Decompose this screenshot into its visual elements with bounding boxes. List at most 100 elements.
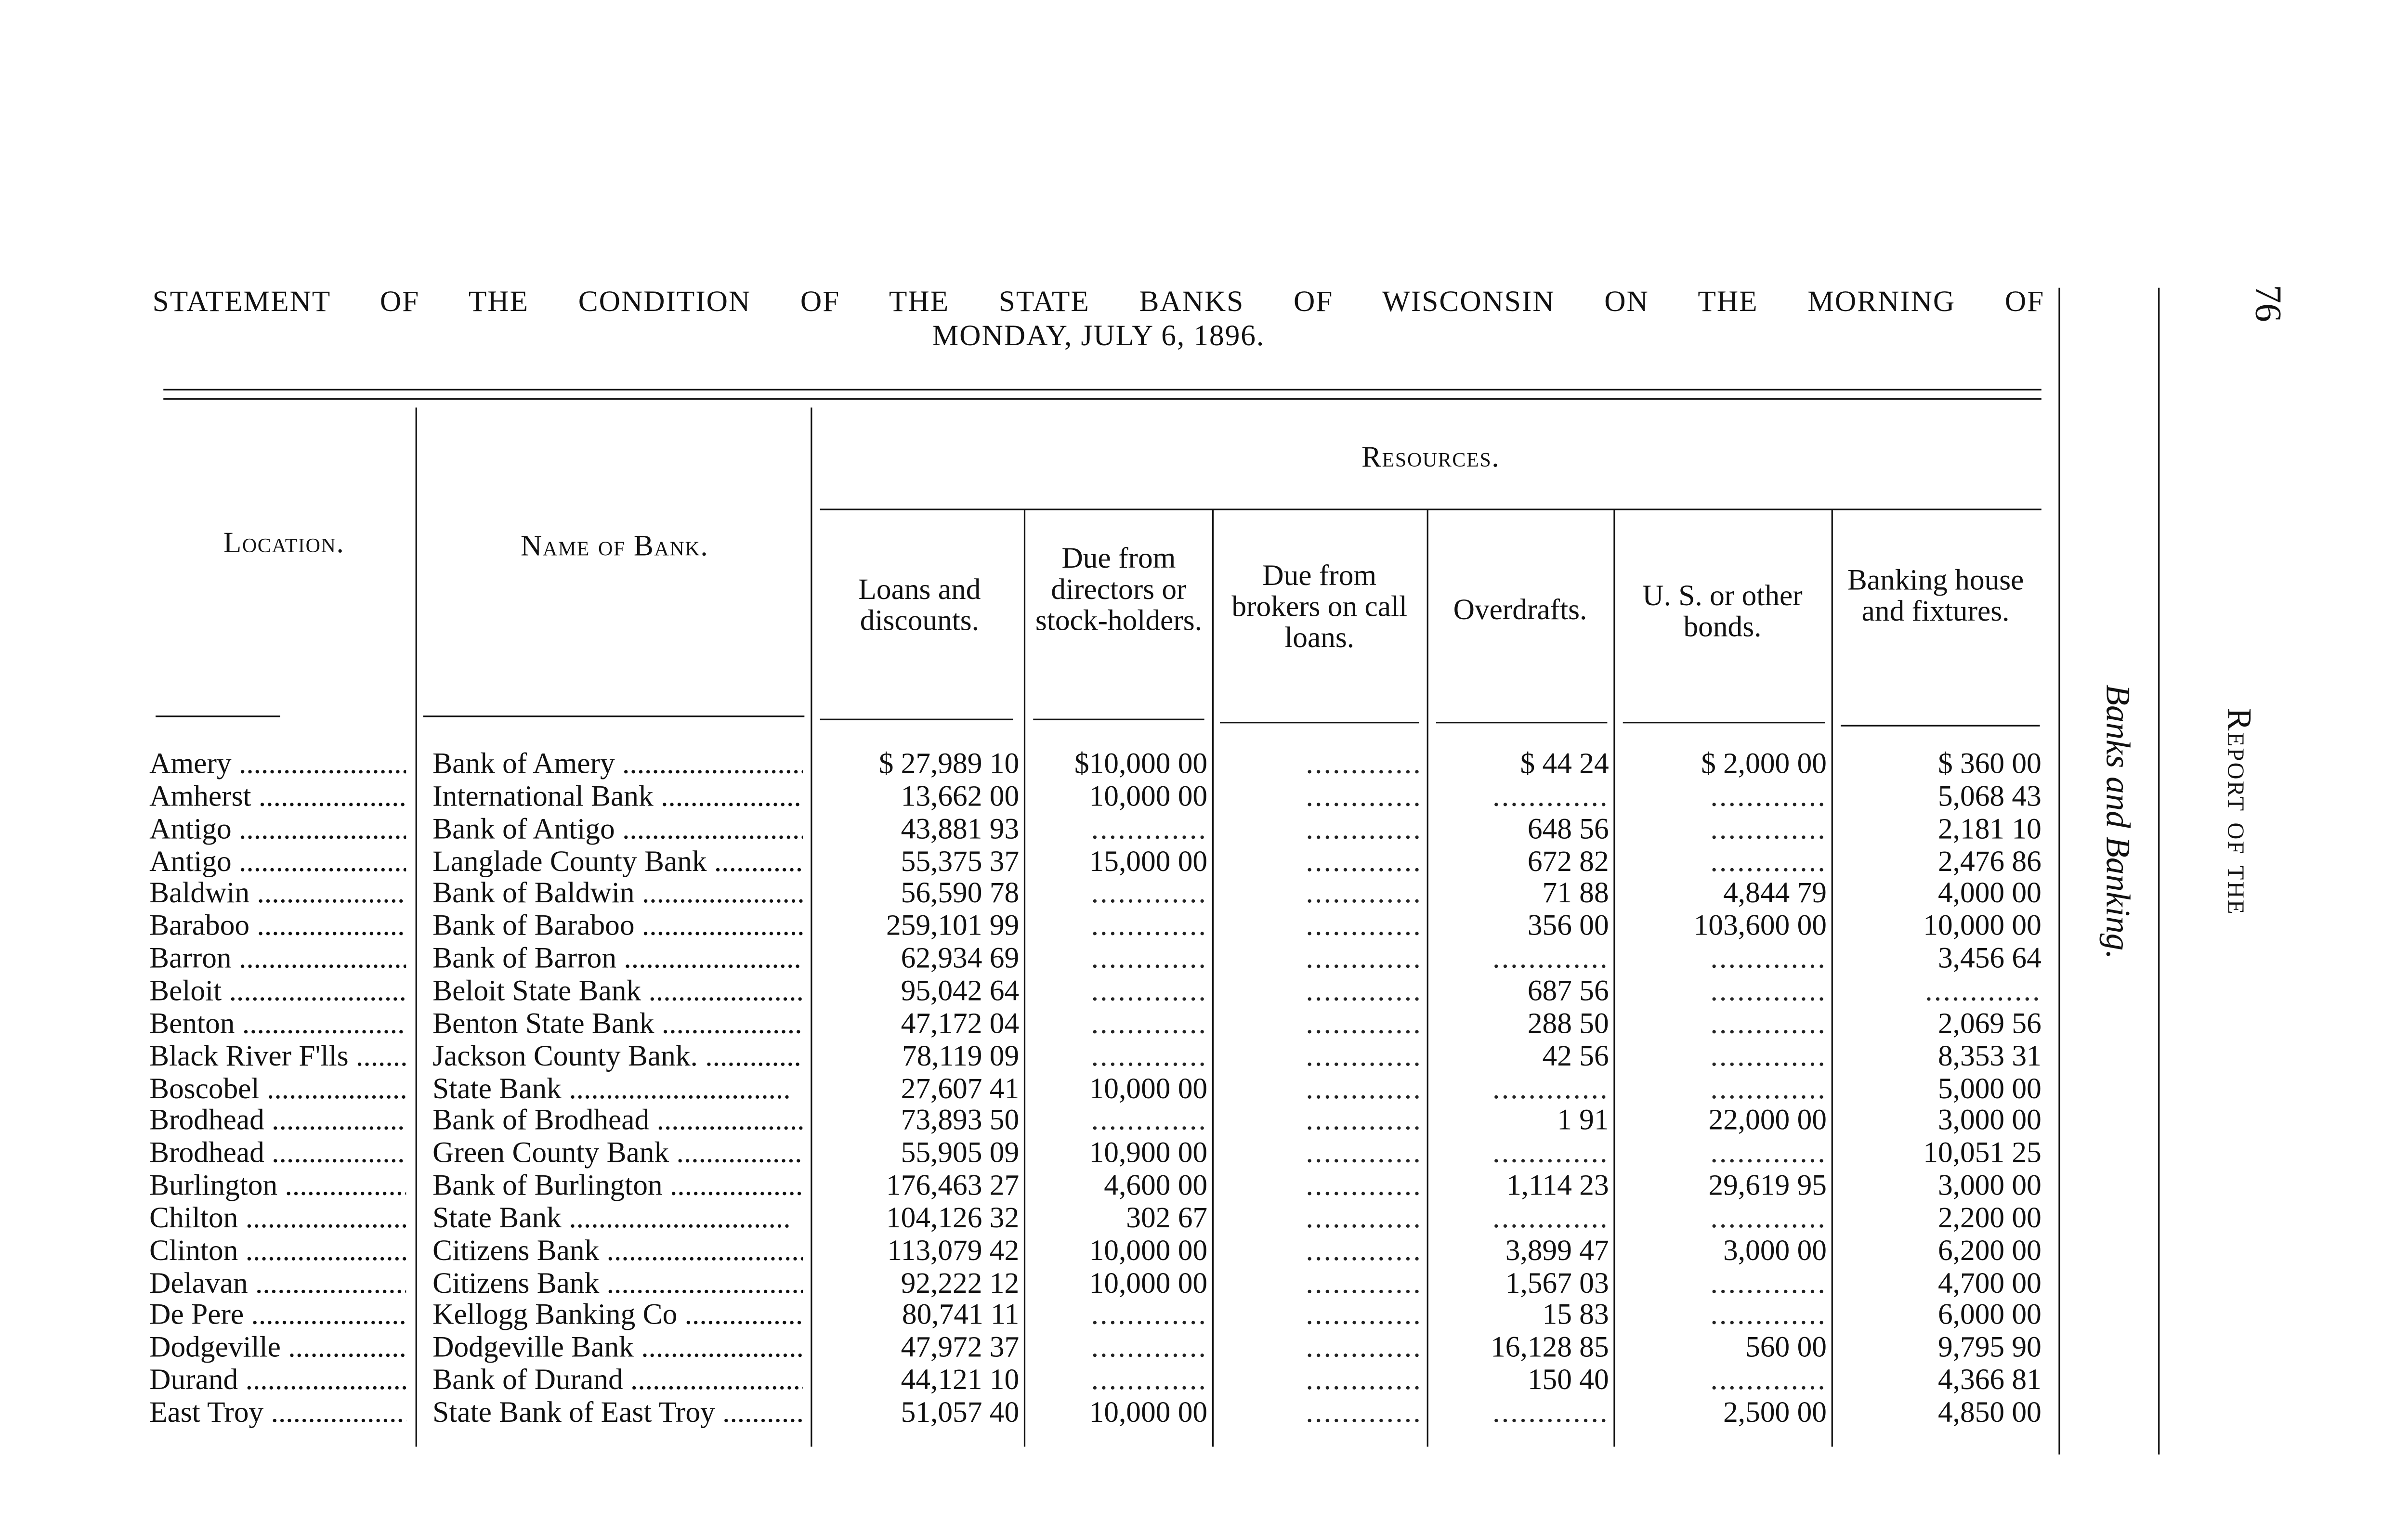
banking-house-cell: 5,000 00 [1937, 1072, 2042, 1105]
margin-rule [2158, 287, 2160, 1455]
header-brokers: Due from brokers on call loans. [1231, 560, 1408, 655]
title-rule-top [163, 389, 2042, 390]
banking-house-cell: 8,353 31 [1937, 1040, 2042, 1073]
dot-leader: .............................. [245, 1202, 406, 1235]
name-cell: Dodgeville Bank ........................… [432, 1332, 803, 1365]
location-text: Durand [149, 1364, 238, 1397]
banking-house-cell: 3,000 00 [1937, 1105, 2042, 1138]
empty-cell-leader: ............. [1091, 975, 1208, 1008]
banking-house-cell: 4,000 00 [1937, 878, 2042, 911]
banking-house-cell: 2,181 10 [1937, 813, 2042, 846]
dot-leader: .............................. [722, 1397, 803, 1430]
empty-cell-leader: ............. [1306, 1267, 1422, 1300]
dot-leader: .............................. [630, 1364, 803, 1397]
dot-leader: .............................. [238, 748, 406, 781]
dot-leader: .............................. [258, 780, 406, 814]
dot-leader: .............................. [606, 1235, 803, 1268]
header-rule [820, 718, 1013, 720]
header-loans: Loans and discounts. [858, 574, 981, 638]
name-cell: Green County Bank ......................… [432, 1137, 803, 1170]
overdrafts-cell: 1,114 23 [1506, 1170, 1609, 1203]
empty-cell-leader: ............. [1710, 943, 1827, 976]
name-text: Jackson County Bank. [432, 1040, 698, 1073]
column-divider [811, 407, 812, 1447]
name-text: State Bank [432, 1202, 562, 1235]
dot-leader: .............................. [622, 748, 803, 781]
header-rule [1623, 722, 1825, 724]
empty-cell-leader: ............. [1306, 813, 1422, 846]
resources-rule [820, 508, 2042, 510]
location-text: East Troy [149, 1397, 264, 1430]
name-text: Bank of Barron [432, 943, 617, 976]
loans-cell: 43,881 93 [901, 813, 1020, 846]
empty-cell-leader: ............. [1492, 1072, 1609, 1105]
side-title: Banks and Banking. [2099, 684, 2138, 960]
directors-cell: 4,600 00 [1104, 1170, 1208, 1203]
name-cell: State Bank .............................… [432, 1073, 803, 1105]
column-divider [1613, 510, 1615, 1447]
empty-cell-leader: ............. [1306, 1170, 1422, 1203]
location-cell: Barron .............................. [149, 943, 406, 975]
empty-cell-leader: ............. [1091, 1007, 1208, 1040]
loans-cell: 47,172 04 [901, 1007, 1020, 1040]
loans-cell: 51,057 40 [901, 1397, 1020, 1430]
name-text: Langlade County Bank [432, 845, 707, 878]
location-cell: Dodgeville .............................… [149, 1332, 406, 1365]
location-text: Benton [149, 1007, 235, 1040]
banking-house-cell: 2,476 86 [1937, 845, 2042, 878]
name-cell: Citizens Bank ..........................… [432, 1267, 803, 1300]
dot-leader: .............................. [238, 943, 406, 976]
overdrafts-cell: $ 44 24 [1520, 748, 1609, 781]
dot-leader: .............................. [656, 1105, 803, 1138]
name-cell: Citizens Bank ..........................… [432, 1235, 803, 1267]
dot-leader: .............................. [684, 1300, 803, 1332]
name-text: International Bank [432, 780, 654, 814]
location-cell: East Troy .............................. [149, 1397, 406, 1430]
dot-leader: .............................. [561, 1072, 791, 1105]
location-text: Antigo [149, 813, 232, 846]
location-text: Amherst [149, 780, 251, 814]
empty-cell-leader: ............. [1306, 1007, 1422, 1040]
location-text: Beloit [149, 975, 222, 1008]
name-text: Citizens Bank [432, 1267, 600, 1300]
location-cell: Black River F'lls ......................… [149, 1040, 406, 1073]
empty-cell-leader: ............. [1710, 1202, 1827, 1235]
banking-house-cell: 10,051 25 [1923, 1137, 2042, 1170]
column-divider [1023, 510, 1026, 1447]
loans-cell: 47,972 37 [901, 1332, 1020, 1365]
dot-leader: .............................. [641, 878, 803, 911]
empty-cell-leader: ............. [1306, 1105, 1422, 1138]
dot-leader: .............................. [257, 910, 406, 943]
banking-house-cell: 2,200 00 [1937, 1202, 2042, 1235]
title-rule-bottom [163, 398, 2042, 400]
running-head: Report of the [2220, 708, 2260, 916]
banking-house-cell: 3,000 00 [1937, 1170, 2042, 1203]
directors-cell: 10,000 00 [1089, 780, 1208, 814]
page-border-right [2058, 287, 2060, 1455]
empty-cell-leader: ............. [1306, 780, 1422, 814]
directors-cell: 10,900 00 [1089, 1137, 1208, 1170]
empty-cell-leader: ............. [1091, 910, 1208, 943]
loans-cell: $ 27,989 10 [878, 748, 1020, 781]
name-cell: Bank of Baraboo ........................… [432, 910, 803, 943]
dot-leader: .............................. [648, 975, 803, 1008]
name-text: Bank of Burlington [432, 1170, 663, 1203]
banking-house-cell: 4,366 81 [1937, 1364, 2042, 1397]
directors-cell: $10,000 00 [1074, 748, 1208, 781]
bonds-cell: 22,000 00 [1708, 1105, 1827, 1138]
overdrafts-cell: 356 00 [1527, 910, 1609, 943]
dot-leader: .............................. [271, 1397, 406, 1430]
loans-cell: 55,905 09 [901, 1137, 1020, 1170]
header-bonds: U. S. or other bonds. [1642, 580, 1803, 644]
empty-cell-leader: ............. [1306, 1300, 1422, 1332]
location-text: Barron [149, 943, 232, 976]
banking-house-cell: 3,456 64 [1937, 943, 2042, 976]
dot-leader: .............................. [288, 1332, 406, 1365]
column-divider [415, 407, 417, 1447]
dot-leader: .............................. [622, 813, 803, 846]
name-text: State Bank [432, 1072, 562, 1105]
header-rule [1033, 718, 1204, 720]
header-rule [1436, 722, 1608, 724]
loans-cell: 78,119 09 [902, 1040, 1020, 1073]
